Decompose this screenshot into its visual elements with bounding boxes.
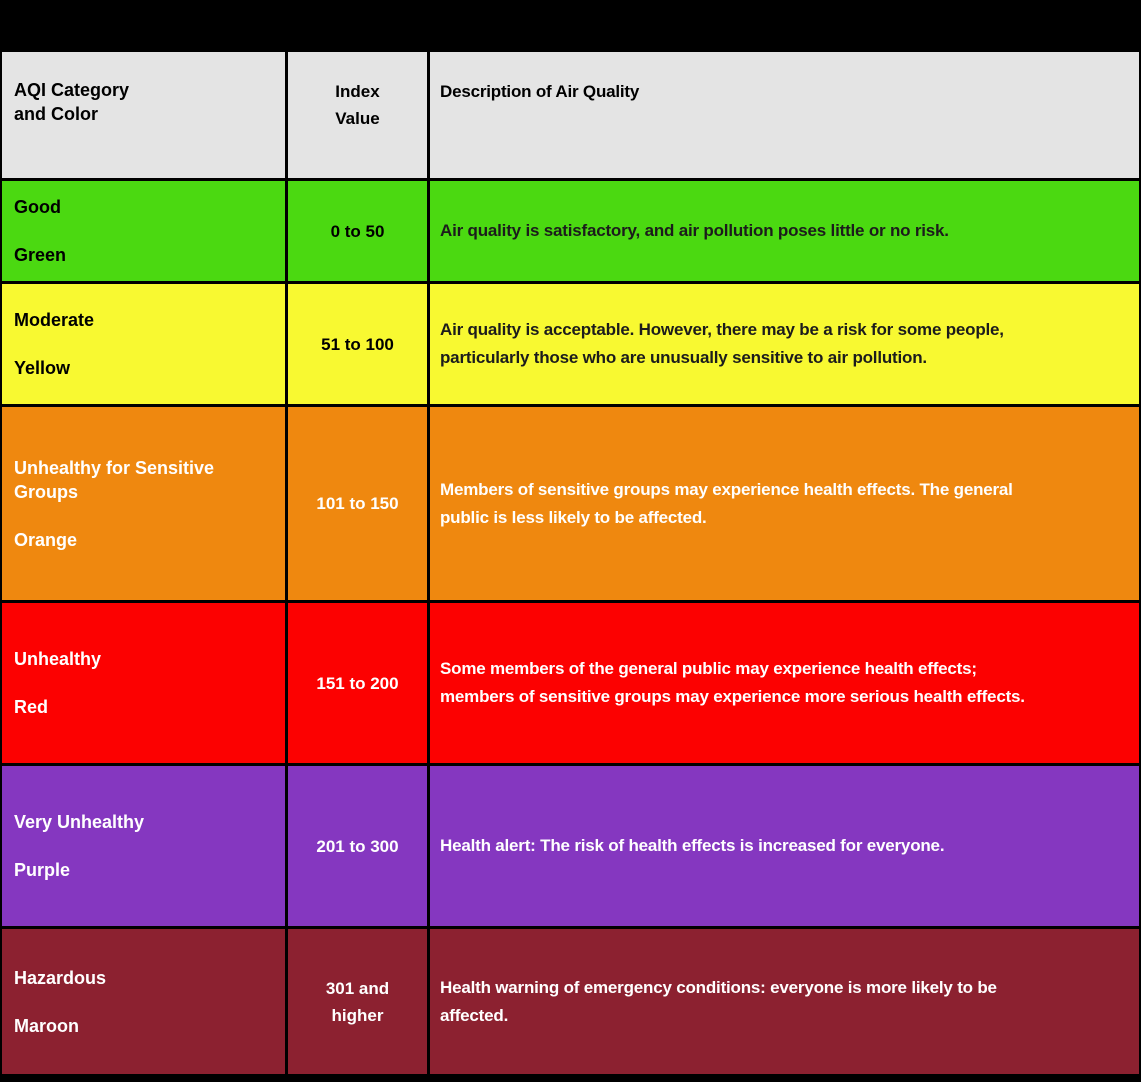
description-text: Air quality is satisfactory, and air pol…: [440, 221, 949, 240]
index-cell-unhealthy: 151 to 200: [288, 603, 427, 763]
index-value: 151 to 200: [316, 673, 399, 693]
color-name-label: Green: [14, 245, 67, 265]
category-label: Hazardous: [14, 967, 107, 988]
index-cell-moderate: 51 to 100: [288, 284, 427, 404]
aqi-table: AQI Category and Color Index Value Descr…: [0, 52, 1141, 1074]
header-cell-category: AQI Category and Color: [2, 52, 285, 178]
description-cell-hazardous: Health warning of emergency conditions: …: [430, 929, 1139, 1074]
color-name-label: Orange: [14, 529, 78, 550]
index-cell-usg: 101 to 150: [288, 407, 427, 600]
description-cell-moderate: Air quality is acceptable. However, ther…: [430, 284, 1139, 404]
index-cell-very-unhealthy: 201 to 300: [288, 766, 427, 926]
color-name-label: Yellow: [14, 358, 71, 378]
color-name-label: Maroon: [14, 1015, 79, 1036]
category-label: Good: [14, 197, 61, 217]
color-name-label: Red: [14, 697, 49, 717]
description-cell-usg: Members of sensitive groups may experien…: [430, 407, 1139, 600]
index-value: 0 to 50: [330, 221, 385, 241]
category-label: Moderate: [14, 310, 95, 330]
top-black-bar: [0, 0, 1141, 52]
header-description-label: Description of Air Quality: [440, 82, 640, 101]
category-cell-good: Good Green: [2, 181, 285, 281]
header-cell-description: Description of Air Quality: [430, 52, 1139, 178]
category-cell-very-unhealthy: Very Unhealthy Purple: [2, 766, 285, 926]
category-label: Unhealthy: [14, 649, 102, 669]
description-text: Members of sensitive groups may experien…: [440, 479, 1013, 527]
category-cell-hazardous: Hazardous Maroon: [2, 929, 285, 1074]
category-cell-usg: Unhealthy for Sensitive Groups Orange: [2, 407, 285, 600]
description-cell-very-unhealthy: Health alert: The risk of health effects…: [430, 766, 1139, 926]
description-cell-good: Air quality is satisfactory, and air pol…: [430, 181, 1139, 281]
bottom-black-strip: [0, 1074, 1141, 1082]
category-cell-unhealthy: Unhealthy Red: [2, 603, 285, 763]
description-cell-unhealthy: Some members of the general public may e…: [430, 603, 1139, 763]
header-category-label: AQI Category and Color: [14, 80, 130, 124]
category-label: Unhealthy for Sensitive Groups: [14, 457, 215, 502]
color-name-label: Purple: [14, 860, 71, 880]
index-cell-hazardous: 301 and higher: [288, 929, 427, 1074]
category-cell-moderate: Moderate Yellow: [2, 284, 285, 404]
header-index-label: Index Value: [335, 82, 380, 128]
category-label: Very Unhealthy: [14, 812, 145, 832]
index-cell-good: 0 to 50: [288, 181, 427, 281]
index-value: 51 to 100: [321, 334, 394, 354]
description-text: Some members of the general public may e…: [440, 659, 1025, 706]
description-text: Air quality is acceptable. However, ther…: [440, 320, 1004, 367]
description-text: Health alert: The risk of health effects…: [440, 836, 945, 855]
index-value: 101 to 150: [316, 494, 399, 513]
header-cell-index: Index Value: [288, 52, 427, 178]
index-value: 301 and higher: [325, 978, 390, 1025]
index-value: 201 to 300: [316, 836, 399, 856]
description-text: Health warning of emergency conditions: …: [440, 977, 997, 1025]
